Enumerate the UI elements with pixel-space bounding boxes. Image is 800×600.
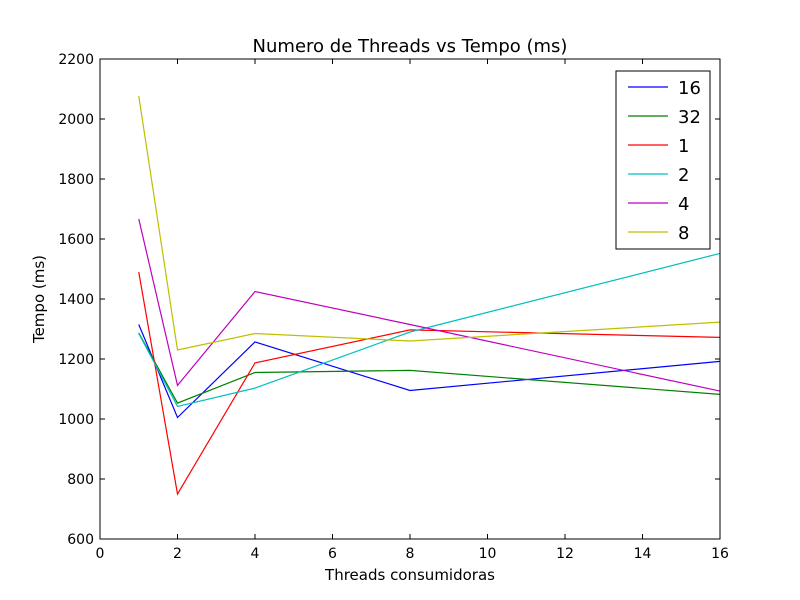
series-line-8: [138, 95, 721, 351]
x-tick-label: 6: [328, 546, 337, 562]
series-layer: [138, 95, 721, 496]
chart-title: Numero de Threads vs Tempo (ms): [253, 36, 568, 57]
x-tick-label: 8: [406, 546, 415, 562]
legend-box: [615, 70, 711, 250]
y-tick-label: 1600: [58, 232, 94, 248]
y-tick-label: 1200: [58, 352, 94, 368]
legend: 16 32 1 2 4 8: [615, 70, 711, 250]
y-tick-label: 2200: [58, 52, 94, 68]
series-line-4: [138, 218, 721, 392]
x-tick-label: 4: [251, 546, 260, 562]
axes: 0 2 4 6 8 10 12 14 16600800100012001400160018002…: [58, 52, 729, 562]
series-line-16: [138, 324, 721, 419]
y-tick-label: 2000: [58, 112, 94, 128]
legend-label: 16: [678, 78, 701, 99]
y-axis-title: Tempo (ms): [30, 255, 48, 344]
y-tick-label: 600: [67, 532, 94, 548]
x-tick-label: 0: [96, 546, 105, 562]
y-tick-label: 800: [67, 472, 94, 488]
series-line-1: [138, 271, 721, 496]
x-tick-label: 12: [556, 546, 574, 562]
x-tick-label: 2: [173, 546, 182, 562]
legend-label: 2: [678, 165, 689, 186]
legend-label: 8: [678, 223, 689, 244]
series-line-2: [138, 252, 721, 408]
y-tick-label: 1800: [58, 172, 94, 188]
x-tick-label: 14: [634, 546, 652, 562]
x-tick-label: 10: [479, 546, 497, 562]
legend-label: 4: [678, 194, 689, 215]
y-tick-label: 1400: [58, 292, 94, 308]
series-line-32: [138, 332, 721, 404]
legend-label: 1: [678, 136, 689, 157]
legend-label: 32: [678, 107, 701, 128]
x-tick-label: 16: [711, 546, 729, 562]
y-tick-label: 1000: [58, 412, 94, 428]
x-axis-title: Threads consumidoras: [324, 566, 495, 584]
